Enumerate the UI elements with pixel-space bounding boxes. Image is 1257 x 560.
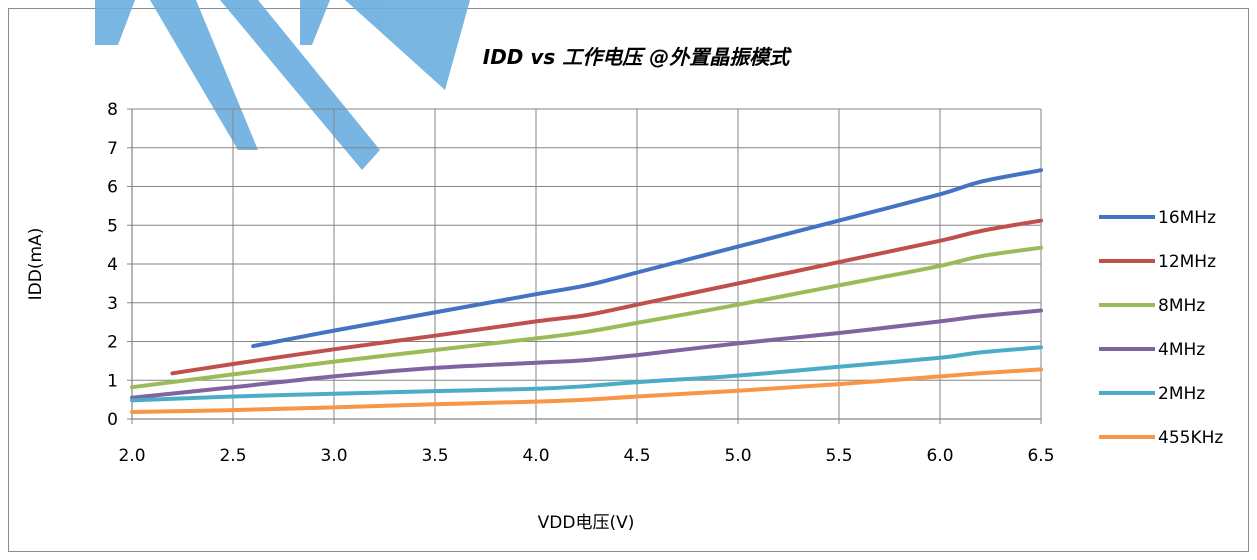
series-line-12MHz — [170, 218, 1043, 376]
watermark-stroke-2 — [150, 0, 258, 150]
y-tick-label: 6 — [107, 178, 118, 198]
x-axis-label: VDD电压(V) — [538, 513, 635, 533]
chart-title: IDD vs 工作电压 @外置晶振模式 — [483, 45, 792, 69]
watermark-shapes — [95, 0, 470, 170]
y-tick-label: 0 — [107, 410, 118, 430]
y-tick-label: 3 — [107, 294, 118, 314]
y-tick-label: 2 — [107, 333, 118, 353]
legend: 16MHz 12MHz 8MHz 4MHz 2MHz 455KHz — [1099, 208, 1223, 448]
x-tick-label: 4.0 — [522, 446, 549, 466]
axes: 0 1 2 3 4 5 6 7 8 2.0 2.5 3.0 3.5 4.0 4.5 5.0 5.5 6.0 6.5 — [107, 100, 1054, 466]
x-tick-label: 6.0 — [926, 446, 953, 466]
y-tick-label: 5 — [107, 216, 118, 236]
watermark-stroke-3 — [220, 0, 380, 170]
x-tick-label: 3.5 — [421, 446, 448, 466]
x-tick-label: 5.5 — [825, 446, 852, 466]
series-line-16MHz — [251, 168, 1043, 349]
y-tick-label: 8 — [107, 100, 118, 120]
y-tick-label: 4 — [107, 255, 118, 275]
x-tick-label: 4.5 — [623, 446, 650, 466]
x-tick-label: 5.0 — [724, 446, 751, 466]
x-tick-label: 2.5 — [219, 446, 246, 466]
legend-label-12MHz: 12MHz — [1158, 252, 1216, 272]
x-tick-label: 3.0 — [320, 446, 347, 466]
watermark-stroke-4 — [300, 0, 330, 45]
legend-label-455KHz: 455KHz — [1158, 428, 1223, 448]
legend-label-2MHz: 2MHz — [1158, 384, 1205, 404]
legend-label-8MHz: 8MHz — [1158, 296, 1205, 316]
legend-label-4MHz: 4MHz — [1158, 340, 1205, 360]
series-line-2MHz — [130, 345, 1043, 403]
series-lines — [130, 168, 1043, 414]
watermark-stroke-1 — [95, 0, 135, 45]
grid — [131, 108, 1042, 420]
series-line-455KHz — [130, 367, 1043, 414]
series-line-8MHz — [130, 245, 1043, 390]
y-tick-label: 1 — [107, 371, 118, 391]
y-tick-label: 7 — [107, 139, 118, 159]
x-tick-label: 6.5 — [1027, 446, 1054, 466]
series-line-4MHz — [130, 308, 1043, 400]
legend-label-16MHz: 16MHz — [1158, 208, 1216, 228]
x-tick-label: 2.0 — [118, 446, 145, 466]
watermark-stroke-5 — [345, 0, 470, 90]
y-axis-label: IDD(mA) — [26, 228, 46, 301]
